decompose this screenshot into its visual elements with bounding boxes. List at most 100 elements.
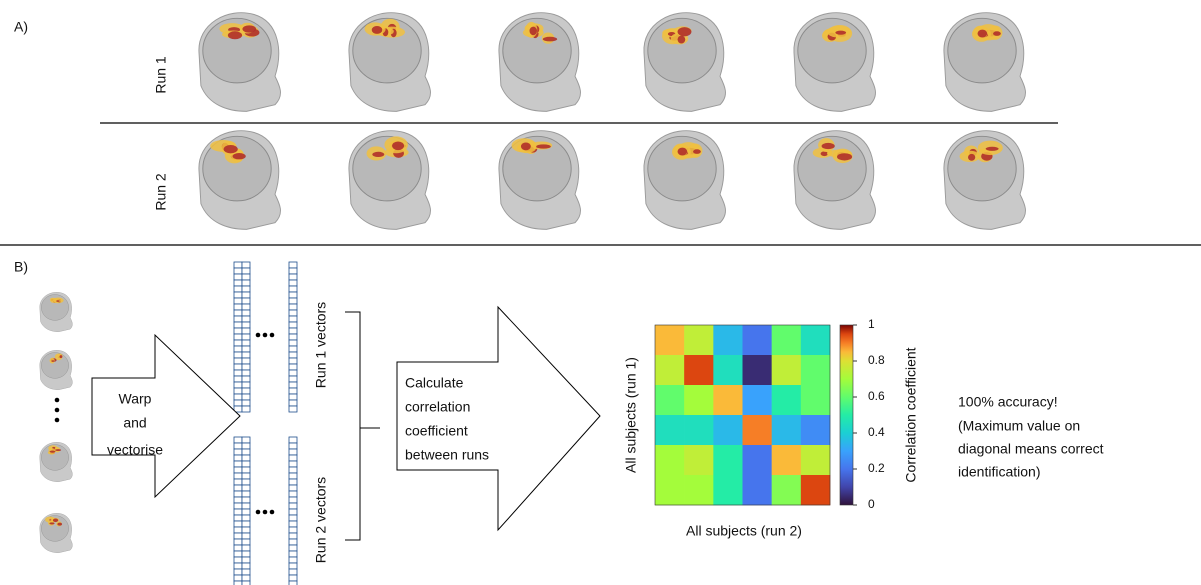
vector-cell [289, 527, 297, 533]
vector-cell [242, 455, 250, 461]
vector-cell [289, 370, 297, 376]
vector-cell [289, 467, 297, 473]
vector-cell [289, 352, 297, 358]
activation [242, 25, 256, 32]
row-label: Run 2 [153, 173, 169, 211]
vector-cell [289, 509, 297, 515]
vector-cell [289, 569, 297, 575]
vector-cell [289, 292, 297, 298]
vector-cell [289, 473, 297, 479]
activation [693, 149, 701, 154]
heatmap-cell [801, 385, 830, 415]
vector-cell [242, 545, 250, 551]
vector-cell [289, 551, 297, 557]
heatmap-cell [713, 415, 742, 445]
activation [837, 153, 852, 160]
brain-image [199, 131, 281, 230]
vector-cell [289, 388, 297, 394]
ellipsis-dot [256, 333, 261, 338]
vector-cell [234, 346, 242, 352]
activation [835, 31, 846, 35]
vector-cell [242, 479, 250, 485]
heatmap-cell [655, 355, 684, 385]
vector-cell [242, 388, 250, 394]
ellipsis-dot [270, 333, 275, 338]
vector-cell [242, 358, 250, 364]
vector-cell [234, 280, 242, 286]
activation [822, 143, 835, 149]
activation [392, 141, 404, 150]
ellipsis-dot [55, 408, 60, 413]
vector-cell [242, 304, 250, 310]
vector-cell [242, 340, 250, 346]
vector-cell [234, 551, 242, 557]
vector-cell [289, 334, 297, 340]
vector-cell [234, 274, 242, 280]
vector-cell [242, 310, 250, 316]
ellipsis-dot [55, 398, 60, 403]
vector-cell [289, 406, 297, 412]
vector-cell [289, 515, 297, 521]
activation [978, 30, 988, 38]
vector-cell [234, 328, 242, 334]
vector-cell [289, 491, 297, 497]
heatmap-cell [772, 325, 801, 355]
activation [233, 153, 246, 159]
vector-cell [289, 443, 297, 449]
vector-cell [242, 551, 250, 557]
vector-cell [242, 316, 250, 322]
activation [678, 27, 692, 36]
activation [678, 36, 686, 44]
activation [536, 144, 551, 148]
result-text: diagonal means correct [958, 441, 1104, 457]
vector-cell [242, 581, 250, 585]
vector-cell [242, 298, 250, 304]
heatmap-cell [713, 385, 742, 415]
vector-cell [234, 539, 242, 545]
vector-cell [234, 394, 242, 400]
vector-cell [234, 316, 242, 322]
step-text: Warp [119, 391, 152, 407]
vector-cell [289, 400, 297, 406]
ellipsis-dot [270, 510, 275, 515]
activation [60, 355, 63, 358]
heatmap-cell [713, 355, 742, 385]
vector-cell [234, 364, 242, 370]
heatmap-cell [743, 445, 772, 475]
heatmap-cell [713, 475, 742, 505]
bracket [345, 312, 380, 540]
heatmap-cell [801, 325, 830, 355]
vector-cell [289, 316, 297, 322]
vector-cell [234, 310, 242, 316]
activation [49, 522, 54, 524]
vector-cell [242, 575, 250, 581]
vector-cell [242, 280, 250, 286]
vector-cell [234, 569, 242, 575]
vector-cell [289, 581, 297, 585]
vector-cell [234, 509, 242, 515]
brain-image [40, 513, 73, 552]
activation [372, 152, 384, 157]
heatmap-cell [655, 325, 684, 355]
vector-cell [234, 479, 242, 485]
vector-cell [242, 262, 250, 268]
vector-cell [242, 515, 250, 521]
vector-label: Run 1 vectors [313, 302, 329, 388]
panel-label: B) [14, 259, 28, 275]
vector-cell [234, 533, 242, 539]
vector-cell [242, 376, 250, 382]
activation [521, 142, 531, 150]
vector-cell [289, 575, 297, 581]
activation [372, 26, 383, 34]
heatmap-cell [713, 325, 742, 355]
vector-cell [234, 268, 242, 274]
heatmap-cell [801, 415, 830, 445]
vector-cell [242, 527, 250, 533]
vector-cell [242, 382, 250, 388]
heatmap-cell [801, 445, 830, 475]
vector-cell [234, 575, 242, 581]
vector-cell [289, 280, 297, 286]
heatmap-cell [743, 415, 772, 445]
vector-cell [242, 394, 250, 400]
vector-cell [242, 406, 250, 412]
